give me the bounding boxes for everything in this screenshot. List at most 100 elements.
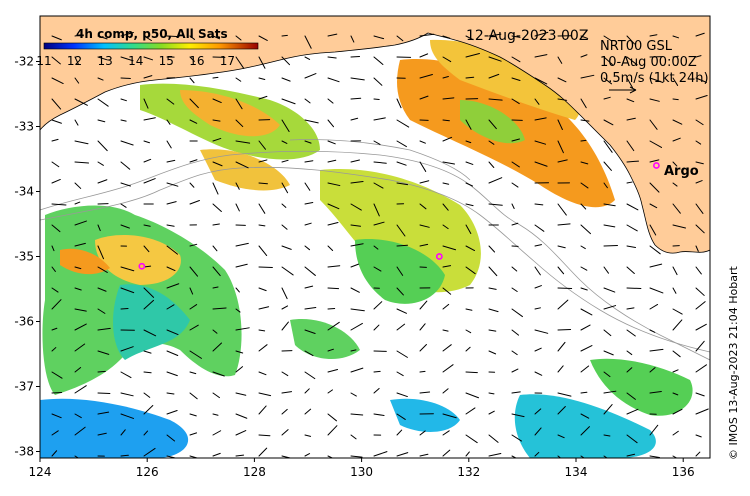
current-vector: [258, 182, 268, 185]
current-vector: [97, 224, 101, 232]
current-vector: [51, 119, 62, 124]
current-vector: [534, 54, 548, 58]
x-tick-label: 130: [350, 465, 373, 479]
current-vector: [120, 224, 130, 229]
current-vector: [304, 119, 319, 124]
current-vector: [442, 364, 454, 373]
current-vector: [373, 451, 388, 457]
current-vector: [488, 287, 497, 290]
current-vector: [327, 245, 334, 251]
current-vector: [51, 413, 62, 419]
current-vector: [304, 285, 314, 289]
current-vector: [695, 287, 705, 296]
current-vector: [442, 449, 451, 457]
sst-patch-west-warm: [95, 235, 181, 285]
current-vector: [396, 119, 410, 128]
current-vector: [603, 390, 617, 394]
current-vector: [258, 95, 268, 100]
current-vector: [189, 200, 200, 205]
current-vector: [465, 182, 473, 187]
current-vector: [258, 329, 266, 332]
current-vector: [465, 451, 470, 457]
current-vector: [534, 244, 542, 247]
current-vector: [534, 451, 540, 457]
colorbar-tick-label: 12: [67, 54, 82, 68]
current-vector: [120, 413, 135, 419]
current-vector: [373, 117, 386, 121]
current-vector: [235, 35, 242, 41]
current-vector: [51, 138, 59, 142]
current-vector: [327, 321, 340, 331]
current-vector: [143, 329, 157, 337]
current-vector: [304, 408, 312, 415]
current-vector: [603, 96, 611, 100]
current-vector: [534, 329, 549, 334]
current-vector: [672, 119, 683, 125]
current-vector: [74, 119, 79, 126]
current-vector: [603, 455, 608, 458]
current-vector: [212, 245, 218, 252]
current-vector: [212, 430, 222, 436]
current-vector: [373, 245, 379, 250]
x-axis: 124 126 128 130 132 134 136: [29, 458, 695, 479]
current-vector: [304, 388, 310, 394]
current-vector: [166, 119, 171, 125]
current-vector: [51, 178, 61, 184]
current-vector: [603, 266, 609, 274]
current-vector: [649, 203, 658, 209]
current-vector: [626, 245, 637, 248]
current-vector: [534, 307, 541, 310]
current-vector: [488, 203, 503, 206]
current-vector: [396, 161, 407, 166]
current-vector: [557, 328, 572, 331]
current-vector: [212, 98, 222, 104]
current-vector: [120, 182, 131, 187]
current-vector: [672, 224, 687, 229]
current-vector: [534, 140, 547, 145]
current-vector: [212, 161, 223, 167]
current-vector: [304, 434, 312, 437]
current-vector: [649, 245, 661, 255]
current-vector: [626, 35, 635, 45]
current-vector: [304, 160, 314, 163]
y-tick-label: -35: [14, 250, 34, 264]
current-vector: [281, 266, 294, 276]
current-vector: [419, 430, 426, 436]
x-tick-label: 132: [457, 465, 480, 479]
current-vector: [488, 73, 500, 79]
contour-2000m: [40, 166, 710, 353]
current-vector: [212, 452, 221, 457]
current-vector: [557, 140, 564, 154]
sst-patch-south-east-cool: [514, 394, 656, 458]
current-vector: [511, 203, 515, 210]
current-vector: [120, 371, 132, 379]
current-vector: [350, 203, 362, 211]
current-vector: [235, 161, 249, 169]
current-vector: [396, 224, 406, 237]
current-vector: [442, 388, 449, 394]
current-vector: [258, 56, 266, 69]
current-vector: [603, 140, 613, 153]
current-vector: [442, 35, 451, 39]
current-vector: [327, 98, 334, 104]
current-vector: [488, 56, 502, 62]
current-vector: [166, 283, 180, 289]
current-vector: [649, 390, 662, 394]
current-vector: [649, 367, 656, 373]
current-vector: [603, 161, 612, 171]
current-vector: [373, 301, 383, 310]
current-vector: [580, 139, 587, 142]
current-vector: [373, 35, 385, 40]
current-vector: [51, 161, 60, 168]
current-vector: [672, 137, 681, 142]
current-vector: [603, 287, 616, 293]
current-vector: [442, 56, 452, 63]
current-vector: [304, 35, 312, 49]
current-vector: [74, 367, 82, 373]
current-vector: [74, 140, 89, 145]
current-vector: [396, 244, 409, 247]
current-vector: [350, 180, 364, 184]
current-vector: [235, 454, 245, 457]
argo-label: Argo: [664, 164, 699, 179]
